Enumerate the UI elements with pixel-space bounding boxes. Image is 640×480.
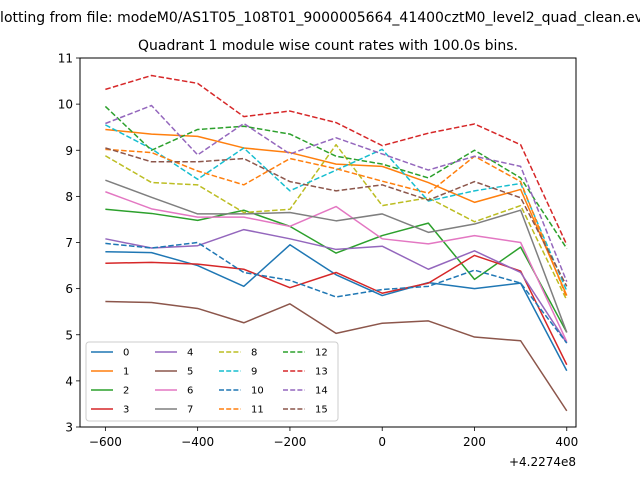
series-line-9 [105, 124, 568, 292]
x-tick-label: 400 [555, 435, 578, 449]
y-tick-label: 3 [65, 421, 73, 435]
x-tick-label: −400 [181, 435, 214, 449]
legend-label-11: 11 [251, 405, 264, 416]
x-offset-label: +4.2274e8 [509, 455, 576, 469]
y-tick-label: 10 [58, 98, 73, 112]
legend-label-2: 2 [123, 386, 129, 397]
y-axis: 3 4 5 6 7 8 9 10 11 [58, 52, 80, 435]
legend-label-8: 8 [251, 348, 257, 359]
legend-label-13: 13 [315, 367, 328, 378]
x-tick-label: 0 [378, 435, 386, 449]
legend-label-0: 0 [123, 348, 129, 359]
legend-label-5: 5 [187, 367, 193, 378]
series-line-3 [105, 254, 568, 366]
legend-label-3: 3 [123, 405, 129, 416]
series-line-15 [105, 147, 568, 287]
series-line-2 [105, 208, 568, 333]
y-tick-label: 7 [65, 236, 73, 250]
series-line-14 [105, 104, 568, 282]
legend-label-6: 6 [187, 386, 193, 397]
legend-label-1: 1 [123, 367, 129, 378]
x-tick-label: −200 [273, 435, 306, 449]
legend-box [85, 341, 339, 422]
series-line-6 [105, 191, 568, 342]
series-line-13 [105, 74, 568, 246]
series-line-11 [105, 148, 568, 299]
legend-label-4: 4 [187, 348, 193, 359]
legend-label-15: 15 [315, 405, 328, 416]
x-tick-label: −600 [89, 435, 122, 449]
x-axis: −600 −400 −200 0 200 400 [89, 427, 578, 449]
series-line-4 [105, 228, 568, 344]
y-tick-label: 5 [65, 328, 73, 342]
y-tick-label: 8 [65, 190, 73, 204]
legend-label-7: 7 [187, 405, 193, 416]
chart-title: Quadrant 1 module wise count rates with … [138, 38, 518, 54]
x-tick-label: 200 [463, 435, 486, 449]
y-tick-label: 11 [58, 52, 73, 66]
series-layer [104, 74, 568, 412]
series-line-8 [105, 143, 568, 301]
chart-suptitle: Plotting from file: modeM0/AS1T05_108T01… [0, 10, 640, 26]
legend-label-9: 9 [251, 367, 257, 378]
legend-label-12: 12 [315, 348, 328, 359]
series-line-7 [105, 179, 568, 333]
legend-label-14: 14 [315, 386, 328, 397]
y-tick-label: 6 [65, 282, 73, 296]
y-tick-label: 4 [65, 374, 73, 388]
y-tick-label: 9 [65, 144, 73, 158]
series-line-5 [105, 300, 568, 412]
series-line-0 [105, 244, 568, 372]
series-line-12 [104, 105, 568, 249]
legend-label-10: 10 [251, 386, 264, 397]
